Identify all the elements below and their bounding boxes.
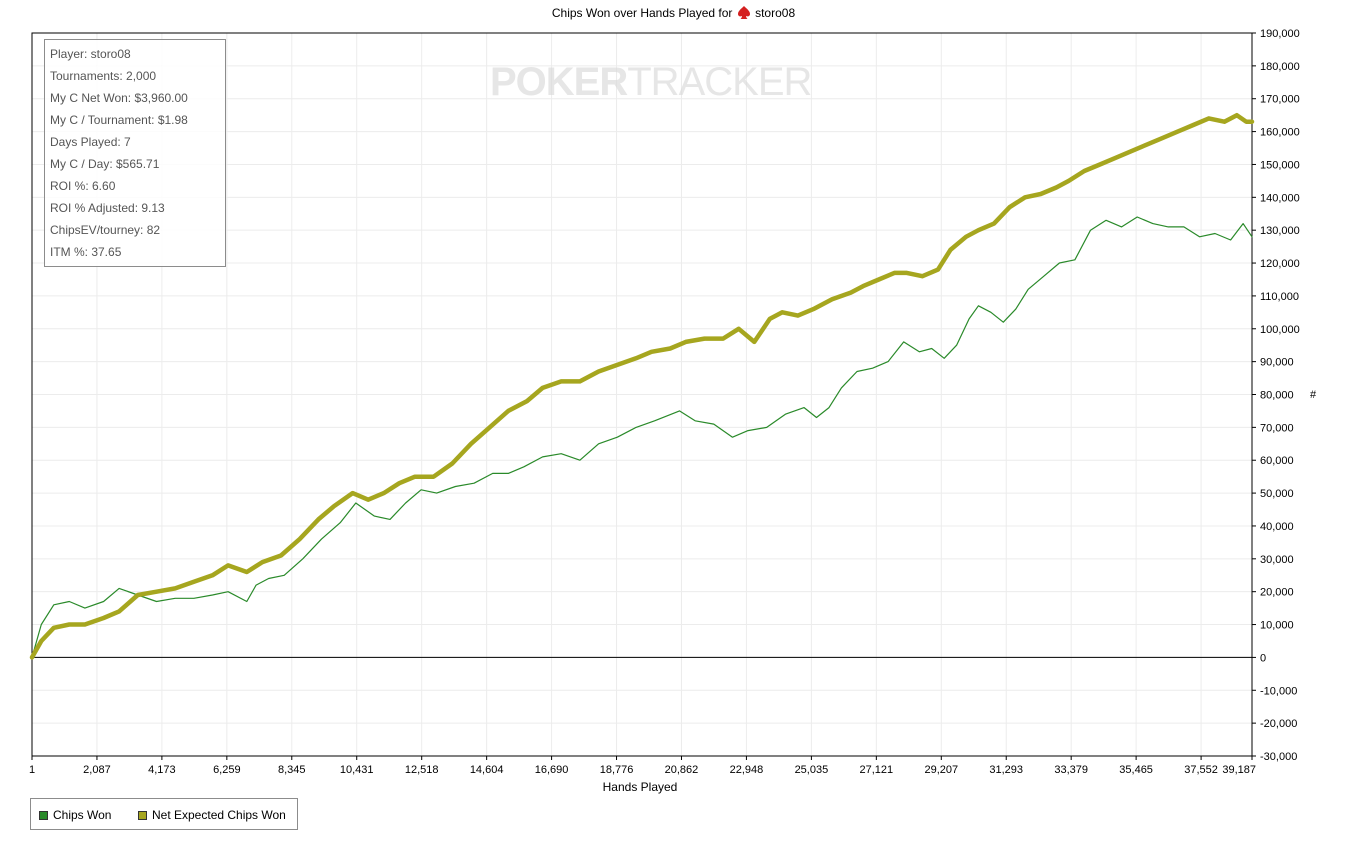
y-tick-label: -30,000 <box>1260 751 1297 763</box>
y-tick-label: -20,000 <box>1260 718 1297 730</box>
x-tick-label: 31,293 <box>989 764 1023 776</box>
x-tick-label: 29,207 <box>924 764 958 776</box>
x-tick-label: 1 <box>29 764 35 776</box>
x-tick-label: 39,187 <box>1222 764 1256 776</box>
x-tick-label: 8,345 <box>278 764 306 776</box>
y-tick-label: 180,000 <box>1260 61 1300 73</box>
x-tick-label: 22,948 <box>730 764 764 776</box>
stat-row: My C / Day: $565.71 <box>50 157 160 171</box>
y-tick-label: 160,000 <box>1260 127 1300 139</box>
legend-item-chips-won[interactable]: Chips Won <box>39 808 111 822</box>
stat-row: Player: storo08 <box>50 47 131 61</box>
chart-title: Chips Won over Hands Played for storo08 <box>0 6 1347 22</box>
y-tick-label: 150,000 <box>1260 159 1300 171</box>
stat-row: Tournaments: 2,000 <box>50 69 157 83</box>
x-tick-label: 25,035 <box>795 764 829 776</box>
y-tick-label: 20,000 <box>1260 587 1294 599</box>
y-tick-label: 140,000 <box>1260 192 1300 204</box>
y-tick-label: 70,000 <box>1260 422 1294 434</box>
y-tick-label: 30,000 <box>1260 554 1294 566</box>
stat-row: ITM %: 37.65 <box>50 245 122 259</box>
stat-row: ChipsEV/tourney: 82 <box>50 223 161 237</box>
legend: Chips Won Net Expected Chips Won <box>30 798 298 830</box>
y-axis-label: # <box>1310 389 1317 401</box>
x-tick-label: 27,121 <box>860 764 894 776</box>
y-tick-label: 80,000 <box>1260 390 1294 402</box>
x-tick-label: 18,776 <box>600 764 634 776</box>
x-tick-label: 14,604 <box>470 764 504 776</box>
stats-box: Player: storo08 Tournaments: 2,000 My C Ne… <box>44 39 226 267</box>
x-axis-label: Hands Played <box>602 780 678 794</box>
legend-swatch-chips-won <box>39 811 48 820</box>
x-tick-label: 4,173 <box>148 764 176 776</box>
x-tick-label: 6,259 <box>213 764 241 776</box>
x-tick-label: 12,518 <box>405 764 439 776</box>
series-line-net-expected <box>29 112 1255 660</box>
y-tick-label: 40,000 <box>1260 521 1294 533</box>
pokertracker-watermark: POKERTRACKER <box>490 60 812 104</box>
stat-row: My C / Tournament: $1.98 <box>50 113 188 127</box>
x-tick-label: 35,465 <box>1119 764 1153 776</box>
stat-row: ROI %: 6.60 <box>50 179 116 193</box>
y-tick-label: 0 <box>1260 652 1266 664</box>
legend-swatch-net-expected <box>138 811 147 820</box>
y-tick-label: -10,000 <box>1260 685 1297 697</box>
x-tick-label: 10,431 <box>340 764 374 776</box>
series-line-chips-won <box>31 216 1253 659</box>
y-tick-label: 120,000 <box>1260 258 1300 270</box>
stat-row: Days Played: 7 <box>50 135 131 149</box>
spade-icon <box>737 6 750 22</box>
y-tick-label: 10,000 <box>1260 620 1294 632</box>
x-tick-label: 33,379 <box>1054 764 1088 776</box>
chart-title-player: storo08 <box>755 6 796 20</box>
x-tick-label: 20,862 <box>665 764 699 776</box>
x-tick-label: 37,552 <box>1184 764 1218 776</box>
y-tick-label: 50,000 <box>1260 488 1294 500</box>
y-tick-label: 190,000 <box>1260 28 1300 40</box>
stat-row: ROI % Adjusted: 9.13 <box>50 201 165 215</box>
x-tick-label: 16,690 <box>535 764 569 776</box>
x-tick-label: 2,087 <box>83 764 111 776</box>
y-tick-label: 100,000 <box>1260 324 1300 336</box>
stat-row: My C Net Won: $3,960.00 <box>50 91 188 105</box>
y-tick-label: 110,000 <box>1260 291 1299 303</box>
y-tick-label: 130,000 <box>1260 225 1300 237</box>
y-tick-label: 60,000 <box>1260 455 1294 467</box>
y-tick-label: 90,000 <box>1260 357 1294 369</box>
chart-title-prefix: Chips Won over Hands Played for <box>551 6 733 20</box>
y-tick-label: 170,000 <box>1260 94 1300 106</box>
legend-item-net-expected[interactable]: Net Expected Chips Won <box>138 808 286 822</box>
